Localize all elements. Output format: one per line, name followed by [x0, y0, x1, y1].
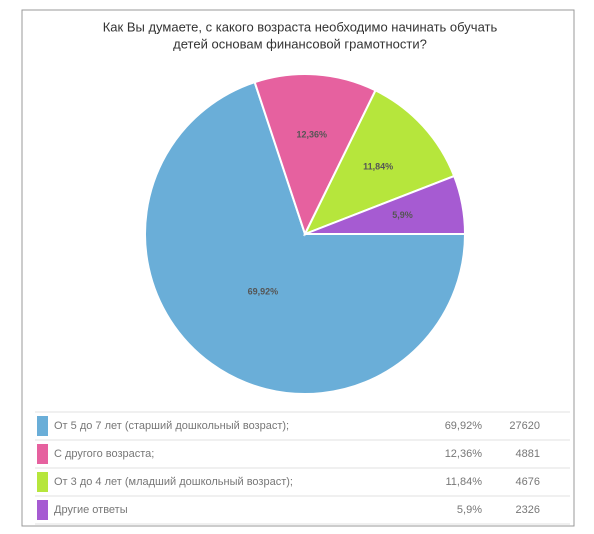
chart-title: Как Вы думаете, с какого возраста необхо… [103, 19, 498, 34]
chart-title: детей основам финансовой грамотности? [173, 36, 427, 51]
legend-label: От 3 до 4 лет (младший дошкольный возрас… [54, 476, 293, 488]
legend-swatch [37, 472, 48, 492]
slice-label: 12,36% [296, 129, 327, 139]
pie-slice [304, 174, 467, 235]
pie-slice [253, 73, 377, 237]
legend-label: С другого возраста; [54, 448, 154, 460]
slice-label: 5,9% [392, 210, 413, 220]
legend-swatch [37, 500, 48, 520]
pie-slice [302, 89, 456, 236]
legend-count: 4881 [516, 448, 540, 460]
legend-count: 2326 [516, 504, 540, 516]
legend-count: 4676 [516, 476, 540, 488]
pie-slice [144, 80, 467, 395]
legend-count: 27620 [509, 420, 540, 432]
legend-percent: 12,36% [445, 448, 483, 460]
legend-swatch [37, 444, 48, 464]
slice-label: 11,84% [363, 161, 393, 171]
legend-percent: 5,9% [457, 504, 482, 516]
legend-percent: 11,84% [446, 476, 483, 488]
legend-swatch [37, 416, 48, 436]
legend-percent: 69,92% [445, 420, 483, 432]
legend-label: Другие ответы [54, 504, 128, 516]
legend-label: От 5 до 7 лет (старший дошкольный возрас… [54, 420, 289, 432]
slice-label: 69,92% [248, 287, 279, 297]
